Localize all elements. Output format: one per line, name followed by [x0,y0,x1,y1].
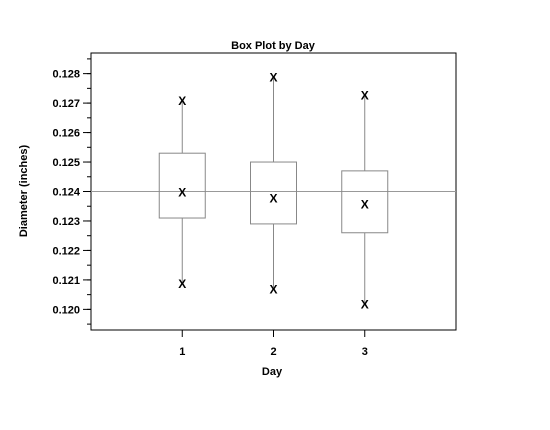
y-axis-title: Diameter (inches) [18,145,30,238]
y-tick-label: 0.121 [52,275,80,287]
x-tick-label: 2 [270,346,276,358]
min-marker: X [178,277,186,291]
median-marker: X [269,191,277,205]
y-tick-label: 0.120 [52,304,80,316]
y-tick-label: 0.126 [52,128,80,140]
min-marker: X [269,283,277,297]
x-tick-label: 3 [362,346,368,358]
min-marker: X [361,297,369,311]
box [341,170,389,234]
x-tick-label: 1 [179,346,185,358]
box [158,152,206,219]
y-tick-label: 0.122 [52,245,80,257]
chart-title: Box Plot by Day [231,40,316,52]
max-marker: X [269,71,277,85]
y-tick-label: 0.124 [52,187,80,199]
plot-area: 0.120 0.121 0.122 0.123 0.124 0.125 0.126 0.127… [52,52,457,358]
median-marker: X [178,186,186,200]
max-marker: X [178,94,186,108]
y-tick-label: 0.123 [52,216,80,228]
y-tick-label: 0.125 [52,157,80,169]
x-axis-title: Day [262,366,283,378]
max-marker: X [361,88,369,102]
y-tick-label: 0.128 [52,69,80,81]
box [250,161,297,225]
y-tick-label: 0.127 [52,98,80,110]
median-marker: X [361,197,369,211]
